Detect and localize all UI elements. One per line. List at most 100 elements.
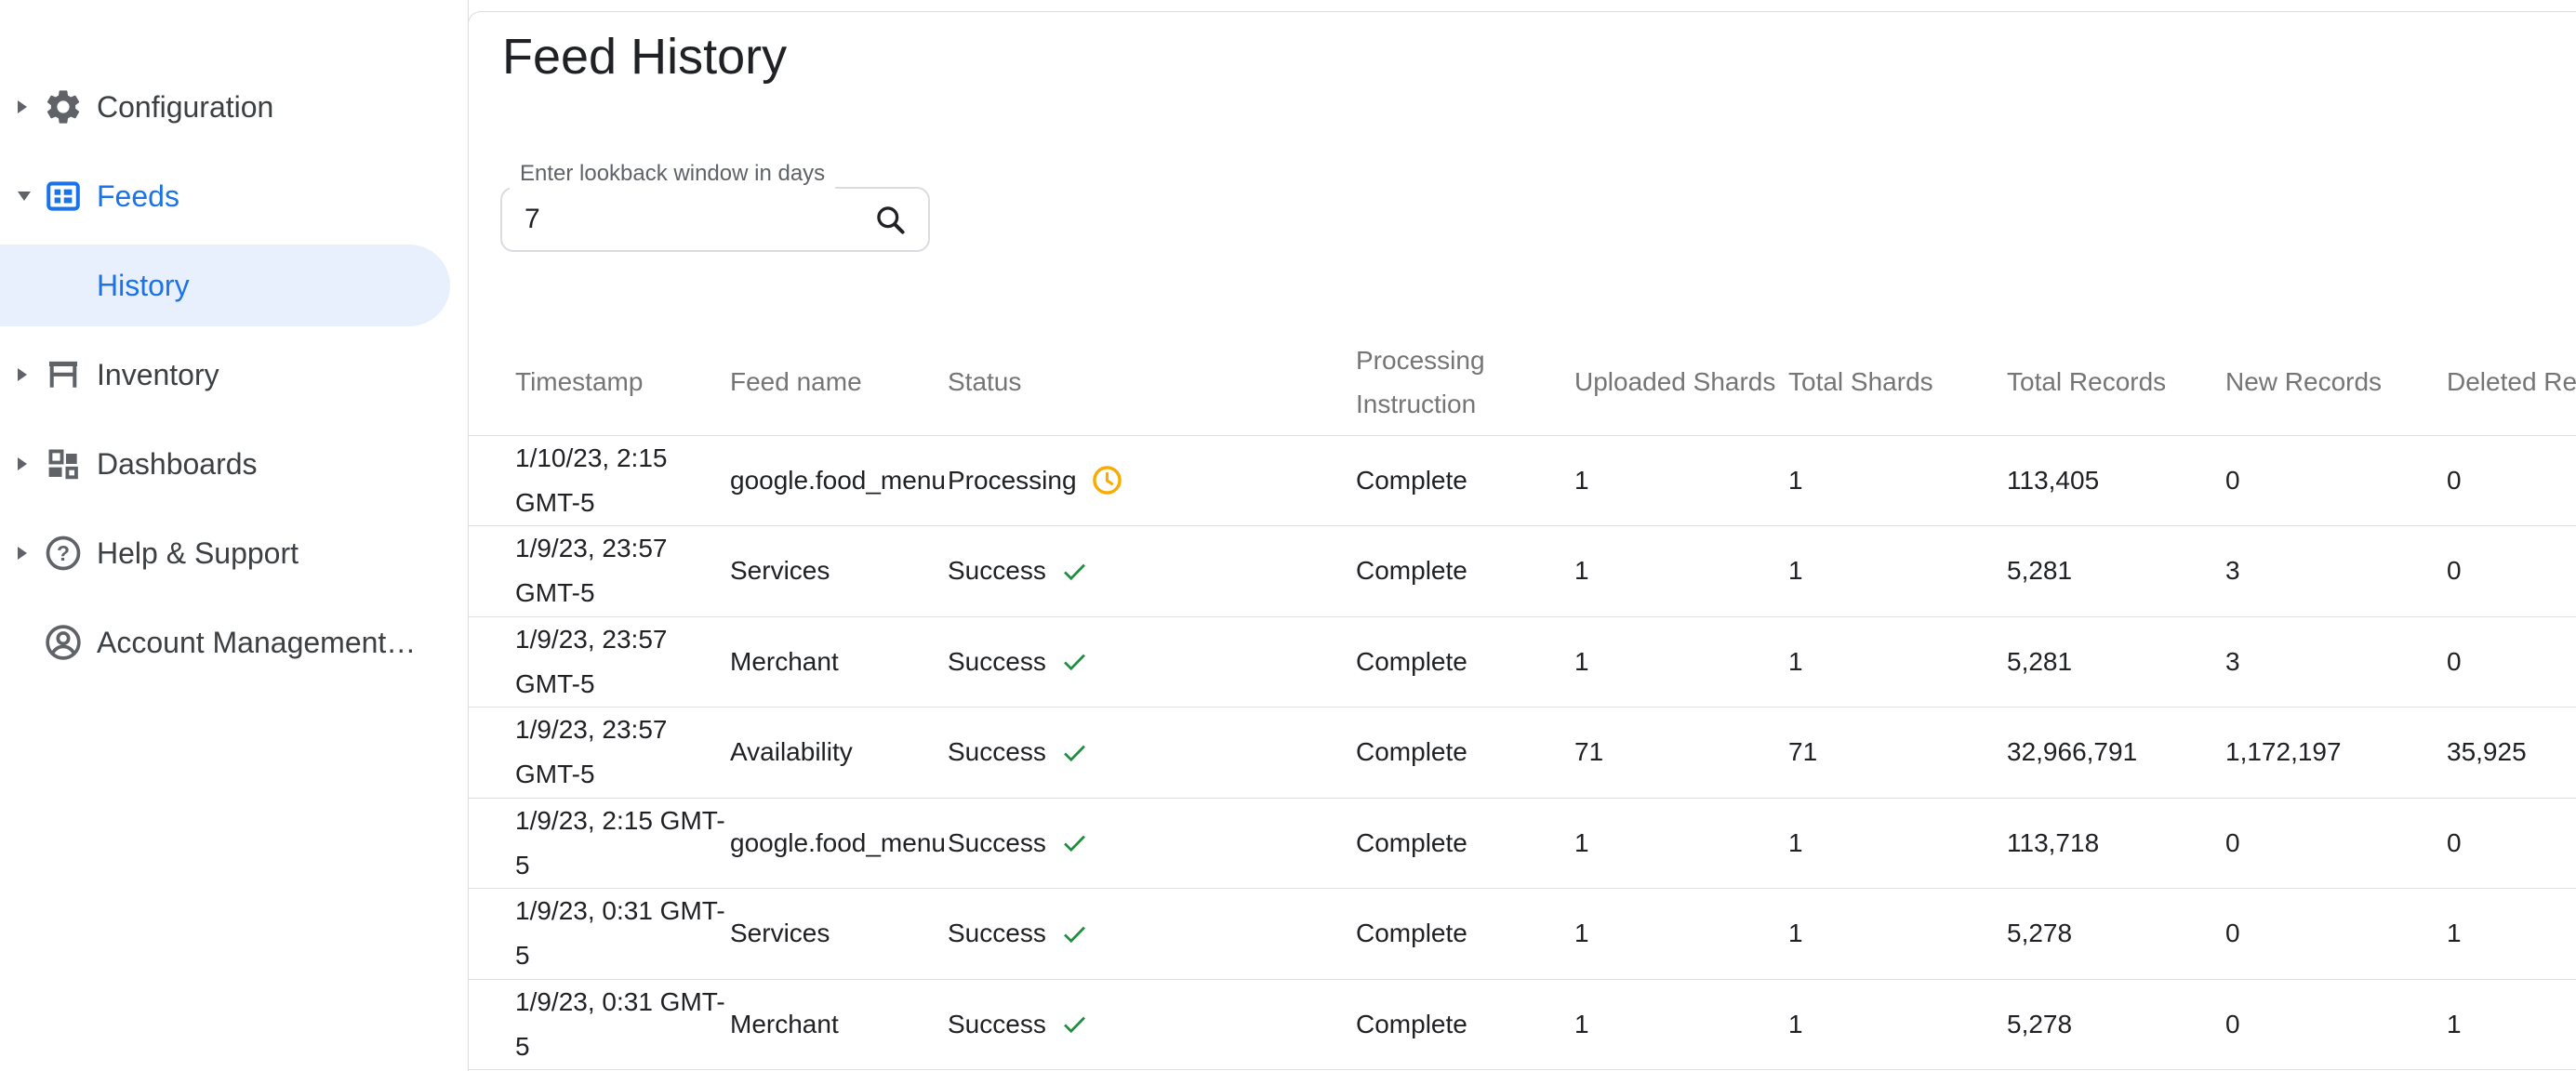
column-header-timestamp: Timestamp [469,329,730,436]
sidebar-item-label: Inventory [97,357,219,391]
column-header-processing-instruction: Processing Instruction [1356,329,1574,436]
table-row: 1/9/23, 23:57 GMT-5 Services Success Com… [469,525,2576,617]
sidebar-item-feeds[interactable]: Feeds [0,152,468,241]
gear-icon [43,86,84,127]
cell-status: Success [948,707,1356,799]
cell-processing-instruction: Complete [1356,707,1574,799]
cell-deleted-records: 0 [2447,435,2576,526]
cell-status: Success [948,888,1356,980]
cell-status: Processing [948,435,1356,526]
chevron-right-icon [18,368,27,381]
chevron-right-icon [18,547,27,560]
column-header-deleted-records: Deleted Records [2447,329,2576,436]
feed-history-table: Timestamp Feed name Status Processing In… [469,329,2576,1070]
lookback-input[interactable] [502,189,928,250]
status-text: Success [948,737,1046,767]
sidebar-item-dashboards[interactable]: Dashboards [0,419,468,509]
check-icon [1063,1016,1085,1034]
clock-icon [1092,466,1122,496]
cell-timestamp: 1/9/23, 0:31 GMT-5 [469,979,730,1070]
dashboard-icon [43,443,84,484]
sidebar-item-history[interactable]: History [0,245,450,326]
sidebar-item-label: Help & Support [97,536,299,570]
cell-total-shards: 71 [1788,707,2007,799]
cell-total-shards: 1 [1788,435,2007,526]
sidebar-item-account-management[interactable]: Account Management… [0,598,468,687]
column-header-total-records: Total Records [2007,329,2225,436]
cell-total-records: 5,281 [2007,525,2225,617]
cell-new-records: 1,172,197 [2225,707,2447,799]
cell-total-records: 113,405 [2007,435,2225,526]
cell-total-shards: 1 [1788,525,2007,617]
sidebar-item-label: History [97,268,190,302]
table-header-row: Timestamp Feed name Status Processing In… [469,329,2576,436]
cell-status: Success [948,616,1356,707]
column-header-status: Status [948,329,1356,436]
cell-timestamp: 1/9/23, 23:57 GMT-5 [469,525,730,617]
sidebar-item-label: Dashboards [97,446,258,481]
cell-uploaded-shards: 1 [1574,616,1788,707]
cell-feed-name: Merchant [730,616,948,707]
cell-total-shards: 1 [1788,888,2007,980]
feed-history-panel: Feed History Enter lookback window in da… [468,11,2576,1071]
cell-processing-instruction: Complete [1356,979,1574,1070]
cell-uploaded-shards: 1 [1574,888,1788,980]
cell-new-records: 3 [2225,525,2447,617]
cell-total-records: 5,278 [2007,979,2225,1070]
cell-deleted-records: 0 [2447,525,2576,617]
cell-processing-instruction: Complete [1356,888,1574,980]
cell-deleted-records: 0 [2447,798,2576,889]
status-text: Success [948,827,1046,857]
lookback-label: Enter lookback window in days [510,157,836,191]
cell-uploaded-shards: 1 [1574,525,1788,617]
cell-timestamp: 1/10/23, 2:15 GMT-5 [469,435,730,526]
cell-processing-instruction: Complete [1356,435,1574,526]
svg-text:?: ? [57,541,70,565]
search-icon[interactable] [872,202,908,237]
check-icon [1063,654,1085,671]
table-row: 1/9/23, 0:31 GMT-5 Merchant Success Comp… [469,979,2576,1070]
cell-feed-name: google.food_menu [730,435,948,526]
cell-timestamp: 1/9/23, 0:31 GMT-5 [469,888,730,980]
cell-total-records: 32,966,791 [2007,707,2225,799]
sidebar-item-configuration[interactable]: Configuration [0,62,468,152]
cell-processing-instruction: Complete [1356,616,1574,707]
status-text: Processing [948,465,1077,495]
check-icon [1063,745,1085,761]
chevron-down-icon [18,192,31,201]
cell-feed-name: Availability [730,707,948,799]
feeds-icon [43,176,84,217]
storefront-icon [43,354,84,395]
cell-uploaded-shards: 1 [1574,798,1788,889]
column-header-new-records: New Records [2225,329,2447,436]
sidebar-item-label: Feeds [97,178,179,213]
cell-new-records: 0 [2225,435,2447,526]
sidebar: Configuration Feeds History [0,0,469,1071]
cell-deleted-records: 1 [2447,888,2576,980]
account-icon [43,622,84,663]
cell-feed-name: Services [730,525,948,617]
lookback-field [500,187,930,252]
status-text: Success [948,919,1046,948]
chevron-right-icon [18,100,27,113]
column-header-feed-name: Feed name [730,329,948,436]
sidebar-item-help-support[interactable]: ? Help & Support [0,509,468,598]
cell-new-records: 0 [2225,888,2447,980]
table-row: 1/9/23, 0:31 GMT-5 Services Success Comp… [469,888,2576,980]
check-icon [1063,926,1085,943]
chevron-right-icon [18,457,27,470]
table-row: 1/9/23, 2:15 GMT-5 google.food_menu Succ… [469,798,2576,889]
cell-total-shards: 1 [1788,616,2007,707]
cell-processing-instruction: Complete [1356,798,1574,889]
cell-new-records: 0 [2225,798,2447,889]
sidebar-item-inventory[interactable]: Inventory [0,330,468,419]
cell-status: Success [948,798,1356,889]
cell-timestamp: 1/9/23, 23:57 GMT-5 [469,707,730,799]
cell-new-records: 0 [2225,979,2447,1070]
cell-new-records: 3 [2225,616,2447,707]
cell-feed-name: Merchant [730,979,948,1070]
table-row: 1/10/23, 2:15 GMT-5 google.food_menu Pro… [469,435,2576,526]
check-icon [1063,563,1085,580]
cell-total-records: 5,281 [2007,616,2225,707]
